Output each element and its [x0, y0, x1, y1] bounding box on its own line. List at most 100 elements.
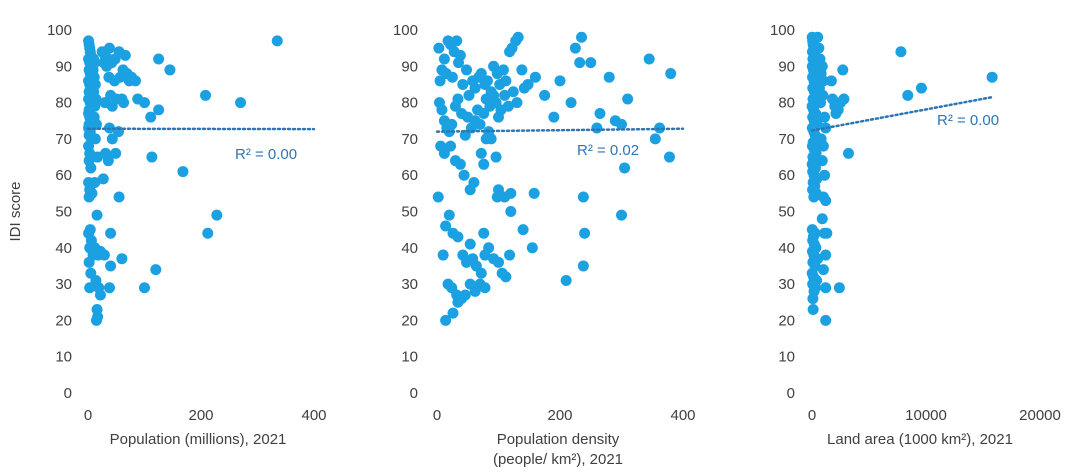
- data-point: [445, 140, 457, 152]
- x-axis-label: Population density: [497, 431, 620, 448]
- data-point: [440, 314, 452, 326]
- data-point: [507, 86, 519, 98]
- y-tick-label: 100: [770, 22, 795, 39]
- data-point: [817, 140, 829, 152]
- r-squared-label: R² = 0.00: [235, 146, 297, 163]
- data-point: [820, 195, 832, 207]
- data-point: [500, 75, 512, 87]
- y-tick-label: 60: [401, 167, 418, 184]
- data-point: [491, 191, 503, 203]
- data-point: [649, 133, 661, 145]
- data-point: [986, 71, 998, 83]
- x-axis-label: Population (millions), 2021: [110, 431, 287, 448]
- data-point: [94, 289, 106, 301]
- data-point: [153, 53, 165, 65]
- data-point: [106, 133, 118, 145]
- data-point: [97, 173, 109, 185]
- data-point: [443, 209, 455, 221]
- y-tick-label: 0: [787, 385, 795, 402]
- data-point: [89, 176, 101, 188]
- data-point: [464, 238, 476, 250]
- data-point: [619, 162, 631, 174]
- data-point: [202, 227, 214, 239]
- data-point: [512, 31, 524, 43]
- data-point: [838, 93, 850, 105]
- y-tick-label: 70: [778, 131, 795, 148]
- data-point: [812, 31, 824, 43]
- y-tick-label: 20: [401, 312, 418, 329]
- y-tick-label: 60: [778, 167, 795, 184]
- data-point: [511, 97, 523, 109]
- y-tick-label: 70: [401, 131, 418, 148]
- data-point: [505, 206, 517, 217]
- data-point: [153, 104, 165, 116]
- data-point: [497, 64, 509, 76]
- data-point: [591, 122, 603, 134]
- data-point: [103, 282, 115, 294]
- data-point: [479, 282, 491, 294]
- y-tick-label: 20: [55, 312, 72, 329]
- data-point: [526, 242, 538, 254]
- data-point: [459, 289, 471, 301]
- data-point: [517, 224, 529, 236]
- data-point: [504, 249, 516, 261]
- data-point: [915, 82, 927, 94]
- data-point: [83, 256, 95, 268]
- data-point: [819, 111, 831, 123]
- data-point: [446, 118, 458, 130]
- y-tick-label: 50: [55, 204, 72, 221]
- data-point: [468, 176, 480, 188]
- data-point: [139, 97, 150, 109]
- data-point: [438, 53, 450, 65]
- x-tick-label: 0: [84, 407, 92, 424]
- data-point: [807, 304, 819, 316]
- data-point: [529, 71, 541, 83]
- x-axis-label: Land area (1000 km²), 2021: [827, 431, 1013, 448]
- data-point: [146, 151, 158, 163]
- data-point: [461, 64, 473, 76]
- y-tick-label: 0: [64, 385, 72, 402]
- data-point: [819, 169, 831, 181]
- data-point: [145, 111, 157, 123]
- data-point: [490, 151, 502, 163]
- data-point: [90, 118, 102, 130]
- data-point: [560, 274, 572, 286]
- data-point: [478, 227, 490, 239]
- data-point: [453, 57, 465, 69]
- data-point: [902, 89, 914, 101]
- data-point: [522, 78, 534, 90]
- y-tick-label: 50: [401, 204, 418, 221]
- y-tick-label: 90: [55, 58, 72, 75]
- data-point: [458, 169, 470, 181]
- data-point: [816, 213, 828, 225]
- data-point: [235, 97, 247, 109]
- y-tick-label: 100: [393, 22, 418, 39]
- y-tick-label: 90: [778, 58, 795, 75]
- data-point: [110, 147, 122, 159]
- y-tick-label: 30: [55, 276, 72, 293]
- data-point: [817, 264, 829, 276]
- x-tick-label: 400: [670, 407, 695, 424]
- data-point: [577, 191, 589, 203]
- data-point: [150, 264, 162, 276]
- y-axis-label: IDI score: [7, 181, 24, 241]
- y-tick-label: 10: [55, 349, 72, 366]
- data-point: [895, 46, 907, 58]
- data-point: [211, 209, 223, 221]
- data-point: [603, 71, 615, 83]
- data-point: [813, 42, 825, 54]
- data-point: [616, 118, 627, 130]
- data-point: [820, 249, 832, 261]
- trendline: [810, 95, 994, 132]
- data-point: [554, 75, 566, 87]
- x-tick-label: 200: [188, 407, 213, 424]
- y-tick-label: 20: [778, 312, 795, 329]
- data-point: [90, 314, 102, 326]
- data-point: [469, 82, 481, 94]
- x-tick-label: 0: [433, 407, 441, 424]
- data-point: [452, 296, 464, 308]
- data-point: [808, 191, 820, 203]
- data-point: [98, 249, 110, 261]
- data-point: [463, 89, 475, 101]
